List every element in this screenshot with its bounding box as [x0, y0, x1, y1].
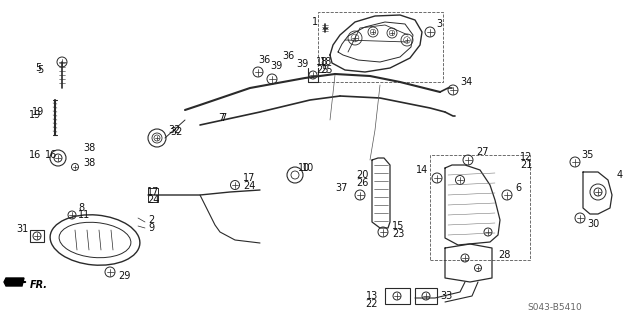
Text: 35: 35: [581, 150, 593, 160]
Text: 36: 36: [258, 55, 270, 65]
Text: 3: 3: [436, 19, 442, 29]
Bar: [30, 230, 44, 242]
Text: 7: 7: [220, 113, 227, 123]
Text: 34: 34: [460, 77, 472, 87]
Text: 10: 10: [302, 163, 314, 173]
Text: 21: 21: [520, 160, 532, 170]
Text: 24: 24: [243, 181, 255, 191]
Text: 28: 28: [498, 250, 510, 260]
Text: 36: 36: [282, 51, 294, 61]
Text: 25: 25: [316, 65, 328, 75]
Text: 17: 17: [243, 173, 255, 183]
Text: 11: 11: [78, 210, 90, 220]
Text: 39: 39: [270, 61, 282, 71]
Text: 38: 38: [83, 143, 95, 153]
Text: 18: 18: [316, 57, 328, 67]
Text: 10: 10: [298, 163, 310, 173]
Text: 1: 1: [312, 17, 318, 27]
Text: 33: 33: [440, 291, 452, 301]
Text: 14: 14: [416, 165, 428, 175]
Text: 39: 39: [296, 59, 308, 69]
Text: 32: 32: [170, 127, 182, 137]
Text: 29: 29: [118, 271, 131, 281]
Bar: [415, 288, 437, 304]
Text: 13: 13: [365, 291, 378, 301]
Text: 38: 38: [83, 158, 95, 168]
Text: 5: 5: [37, 65, 43, 75]
Text: 5: 5: [35, 63, 41, 73]
Text: 37: 37: [335, 183, 348, 193]
Text: 20: 20: [356, 170, 369, 180]
Text: 15: 15: [392, 221, 404, 231]
Text: 7: 7: [218, 113, 224, 123]
Text: 19: 19: [32, 107, 44, 117]
Text: 23: 23: [392, 229, 404, 239]
Text: 2: 2: [148, 215, 154, 225]
Text: 9: 9: [148, 223, 154, 233]
Text: 16: 16: [29, 150, 41, 160]
Text: 4: 4: [617, 170, 623, 180]
Text: 18: 18: [320, 57, 332, 67]
Text: 6: 6: [515, 183, 521, 193]
Bar: [430, 155, 530, 260]
Bar: [318, 12, 443, 82]
Text: 19: 19: [29, 110, 41, 120]
Text: 27: 27: [476, 147, 488, 157]
Text: 8: 8: [78, 203, 84, 213]
Text: 16: 16: [45, 150, 57, 160]
Text: 17: 17: [147, 187, 159, 197]
Text: 32: 32: [168, 125, 180, 135]
Text: 30: 30: [587, 219, 599, 229]
Text: FR.: FR.: [30, 280, 48, 290]
Text: 25: 25: [320, 65, 333, 75]
Text: 31: 31: [16, 224, 28, 234]
Text: 24: 24: [147, 195, 159, 205]
Text: 26: 26: [356, 178, 369, 188]
Text: S043-B5410: S043-B5410: [527, 303, 582, 313]
Polygon shape: [4, 278, 24, 286]
Text: 12: 12: [520, 152, 532, 162]
Bar: [385, 288, 410, 304]
Text: 22: 22: [365, 299, 378, 309]
